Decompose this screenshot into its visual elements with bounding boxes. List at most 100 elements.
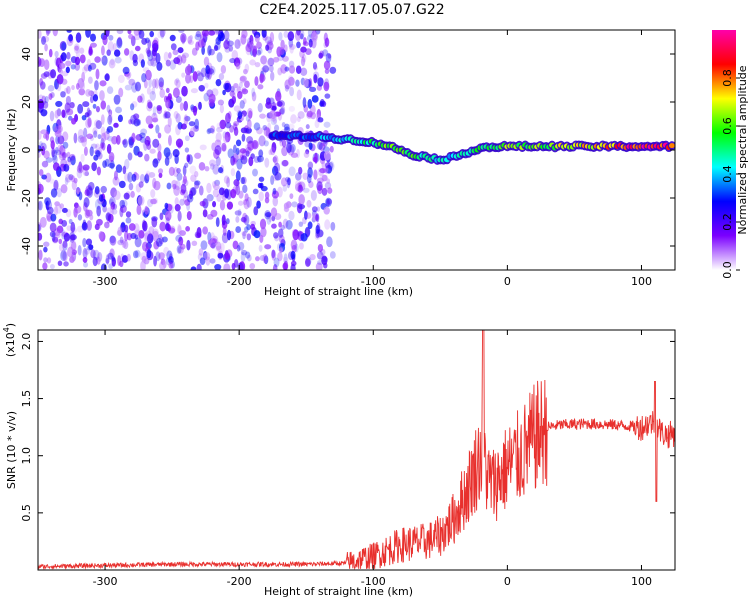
noise-cell xyxy=(215,245,223,252)
noise-cell xyxy=(159,30,166,38)
noise-cell xyxy=(96,205,101,217)
noise-cell xyxy=(242,212,248,224)
noise-cell xyxy=(269,110,277,120)
noise-cell xyxy=(57,135,65,145)
noise-cell xyxy=(310,190,317,201)
noise-cell xyxy=(117,226,123,237)
noise-cell xyxy=(61,151,67,161)
noise-cell xyxy=(115,164,123,173)
noise-cell xyxy=(46,215,51,221)
noise-cell xyxy=(172,148,180,158)
noise-cell xyxy=(219,119,227,130)
noise-cell xyxy=(108,162,116,169)
noise-cell xyxy=(92,94,99,102)
noise-cell xyxy=(187,154,193,165)
noise-cell xyxy=(78,191,83,201)
noise-cell xyxy=(286,201,292,208)
noise-cell xyxy=(127,171,133,183)
noise-cell xyxy=(113,122,119,128)
noise-cell xyxy=(231,262,236,270)
noise-cell xyxy=(307,167,313,178)
noise-cell xyxy=(260,55,267,65)
noise-cell xyxy=(48,178,55,184)
noise-cell xyxy=(98,231,104,240)
noise-cell xyxy=(98,194,104,202)
noise-cell xyxy=(50,140,55,150)
noise-cell xyxy=(285,220,293,230)
noise-cell xyxy=(70,64,76,70)
noise-cell xyxy=(139,173,145,183)
noise-cell xyxy=(92,249,100,261)
noise-cell xyxy=(290,152,299,158)
noise-cell xyxy=(294,180,299,191)
noise-cell xyxy=(215,132,222,143)
noise-cell xyxy=(221,142,227,152)
noise-cell xyxy=(186,193,194,203)
noise-cell xyxy=(74,45,79,51)
noise-cell xyxy=(217,34,222,42)
noise-cell xyxy=(128,33,134,40)
noise-cell xyxy=(326,178,331,185)
noise-cell xyxy=(54,109,60,119)
noise-cell xyxy=(51,149,58,161)
noise-cell xyxy=(266,214,272,225)
noise-cell xyxy=(237,208,242,217)
noise-cell xyxy=(257,47,263,55)
noise-cell xyxy=(134,237,142,248)
noise-cell xyxy=(154,78,159,89)
noise-cell xyxy=(243,198,250,210)
noise-cell xyxy=(122,138,128,148)
noise-cell xyxy=(311,31,318,43)
noise-cell xyxy=(215,156,221,166)
noise-cell xyxy=(65,66,71,74)
noise-cell xyxy=(83,127,88,138)
noise-cell xyxy=(324,162,331,169)
noise-cell xyxy=(302,41,309,47)
noise-cell xyxy=(298,30,305,39)
noise-cell xyxy=(230,188,237,199)
noise-cell xyxy=(241,88,249,95)
noise-cell xyxy=(40,73,48,79)
noise-cell xyxy=(208,65,216,76)
noise-cell xyxy=(133,113,140,120)
noise-cell xyxy=(270,118,278,126)
noise-cell xyxy=(240,249,248,256)
noise-cell xyxy=(189,165,197,175)
noise-cell xyxy=(130,114,137,125)
noise-cell xyxy=(217,99,225,106)
noise-cell xyxy=(218,73,225,81)
noise-cell xyxy=(58,68,63,74)
noise-cell xyxy=(288,166,296,177)
noise-cell xyxy=(79,136,87,143)
noise-cell xyxy=(113,170,118,181)
noise-cell xyxy=(234,39,241,50)
noise-cell xyxy=(61,219,68,227)
noise-cell xyxy=(326,236,333,248)
noise-cell xyxy=(178,236,184,246)
noise-cell xyxy=(169,59,177,70)
noise-cell xyxy=(223,263,231,270)
noise-cell xyxy=(175,96,182,103)
noise-cell xyxy=(70,221,76,233)
noise-cell xyxy=(140,252,148,262)
noise-cell xyxy=(117,114,123,123)
noise-cell xyxy=(38,145,42,153)
noise-cell xyxy=(297,230,303,237)
noise-cell xyxy=(164,156,170,167)
noise-cell xyxy=(303,37,307,45)
noise-cell xyxy=(259,113,266,119)
noise-cell xyxy=(194,33,202,41)
noise-cell xyxy=(245,127,252,134)
noise-cell xyxy=(218,187,225,196)
noise-cell xyxy=(105,30,110,37)
noise-cell xyxy=(220,164,225,174)
noise-cell xyxy=(130,190,135,198)
noise-cell xyxy=(217,252,224,259)
noise-cell xyxy=(186,210,192,221)
noise-cell xyxy=(110,201,116,210)
noise-cell xyxy=(201,30,209,37)
noise-cell xyxy=(133,30,140,36)
noise-cell xyxy=(317,167,325,177)
noise-cell xyxy=(88,48,94,56)
noise-cell xyxy=(269,31,275,43)
